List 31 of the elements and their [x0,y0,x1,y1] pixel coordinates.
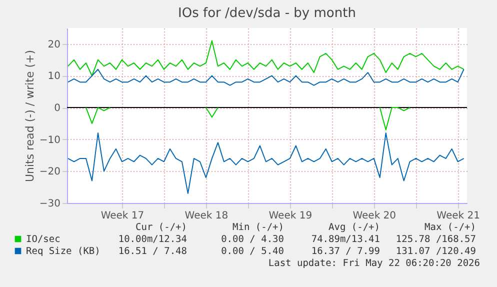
y-axis-title: Units read (-) / write (+) [23,50,36,182]
text: Max (-/+) [424,222,476,233]
text: 74.89m/13.41 [311,234,380,245]
text: Avg (-/+) [328,222,380,233]
line-series [68,40,464,76]
text: 10.00m/12.34 [118,234,188,245]
text: Min (-/+) [232,222,284,233]
y-tick-label: −30 [39,198,60,210]
y-tick-label: −20 [39,166,60,178]
text: 131.07 /120.49 [396,246,476,257]
y-tick-label: 10 [48,71,60,82]
x-tick-label: Week 21 [436,210,480,222]
text: 0.00 / 4.30 [221,234,284,245]
text: 125.78 /168.57 [396,234,476,245]
line-series [68,132,464,194]
y-tick-label: −10 [39,134,60,146]
x-tick-label: Week 19 [268,210,312,222]
line-series [68,68,464,86]
x-tick-label: Week 18 [184,210,228,222]
y-tick-label: 20 [48,39,60,50]
text: 16.51 / 7.48 [118,246,188,257]
text: 16.37 / 7.99 [311,246,380,257]
legend-label: Req Size (KB) [26,246,100,257]
text: Cur (-/+) [136,222,187,233]
chart-title: IOs for /dev/sda - by month [178,6,356,21]
x-tick-label: Week 20 [352,210,396,222]
text: Last update: Fri May 22 06:20:20 2026 [268,258,480,269]
y-tick-label: 0 [54,103,60,114]
text: 0.00 / 5.40 [221,246,284,257]
x-tick-label: Week 17 [100,210,144,222]
legend-label: IO/sec [26,234,60,245]
